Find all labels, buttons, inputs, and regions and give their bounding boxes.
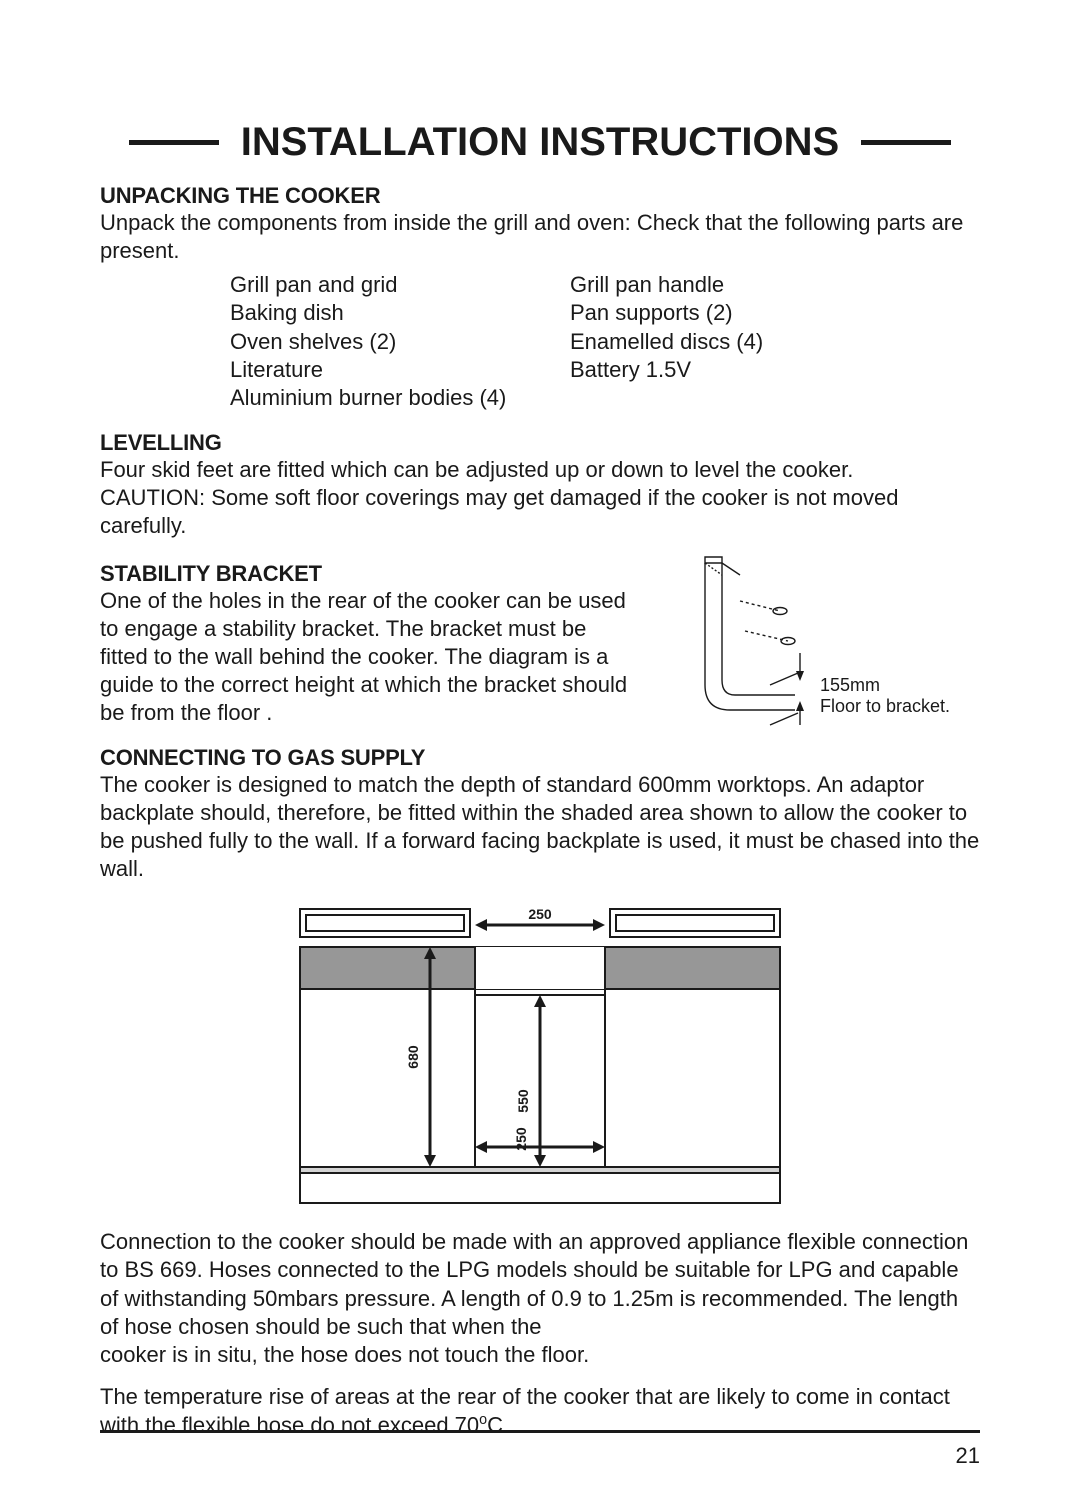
gas-body-2: Connection to the cooker should be made … bbox=[100, 1228, 980, 1369]
list-item: Baking dish bbox=[230, 299, 570, 327]
list-item: Pan supports (2) bbox=[570, 299, 763, 327]
section-heading-gas: CONNECTING TO GAS SUPPLY bbox=[100, 745, 980, 771]
stability-bracket-diagram: 155mm Floor to bracket. bbox=[650, 555, 980, 735]
list-item: Aluminium burner bodies (4) bbox=[230, 384, 570, 412]
section-heading-stability: STABILITY BRACKET bbox=[100, 561, 630, 587]
levelling-body-1: Four skid feet are fitted which can be a… bbox=[100, 456, 980, 484]
bracket-dimension: 155mm bbox=[820, 675, 950, 697]
title-rule-left bbox=[129, 140, 219, 145]
section-heading-levelling: LEVELLING bbox=[100, 430, 980, 456]
components-list: Grill pan and grid Baking dish Oven shel… bbox=[230, 271, 980, 412]
bracket-caption-text: Floor to bracket. bbox=[820, 696, 950, 718]
list-item: Grill pan and grid bbox=[230, 271, 570, 299]
page-title: INSTALLATION INSTRUCTIONS bbox=[241, 120, 839, 165]
gas-body-1: The cooker is designed to match the dept… bbox=[100, 771, 980, 884]
gas-body-2a: Connection to the cooker should be made … bbox=[100, 1229, 968, 1338]
section-heading-unpacking: UNPACKING THE COOKER bbox=[100, 183, 980, 209]
list-item: Literature bbox=[230, 356, 570, 384]
gas-body-3-post: C. bbox=[487, 1412, 509, 1437]
manual-page: INSTALLATION INSTRUCTIONS UNPACKING THE … bbox=[0, 0, 1080, 1511]
bracket-caption: 155mm Floor to bracket. bbox=[820, 675, 950, 718]
page-number: 21 bbox=[956, 1443, 980, 1469]
levelling-body-2: CAUTION: Some soft floor coverings may g… bbox=[100, 484, 980, 540]
title-rule-right bbox=[861, 140, 951, 145]
gas-body-2b: cooker is in situ, the hose does not tou… bbox=[100, 1342, 589, 1367]
stability-body: One of the holes in the rear of the cook… bbox=[100, 587, 630, 728]
degree-superscript: o bbox=[479, 1412, 487, 1428]
list-item: Battery 1.5V bbox=[570, 356, 763, 384]
svg-text:550: 550 bbox=[515, 1089, 531, 1113]
list-item: Oven shelves (2) bbox=[230, 328, 570, 356]
list-item: Enamelled discs (4) bbox=[570, 328, 763, 356]
components-col-right: Grill pan handle Pan supports (2) Enamel… bbox=[570, 271, 763, 412]
footer-rule bbox=[100, 1430, 980, 1433]
gas-connection-diagram: 250 680 550 250 bbox=[260, 899, 820, 1214]
unpacking-intro: Unpack the components from inside the gr… bbox=[100, 209, 980, 265]
svg-text:250: 250 bbox=[528, 906, 552, 922]
list-item: Grill pan handle bbox=[570, 271, 763, 299]
components-col-left: Grill pan and grid Baking dish Oven shel… bbox=[230, 271, 570, 412]
page-title-row: INSTALLATION INSTRUCTIONS bbox=[100, 120, 980, 165]
svg-text:680: 680 bbox=[405, 1045, 421, 1069]
svg-text:250: 250 bbox=[513, 1127, 529, 1151]
